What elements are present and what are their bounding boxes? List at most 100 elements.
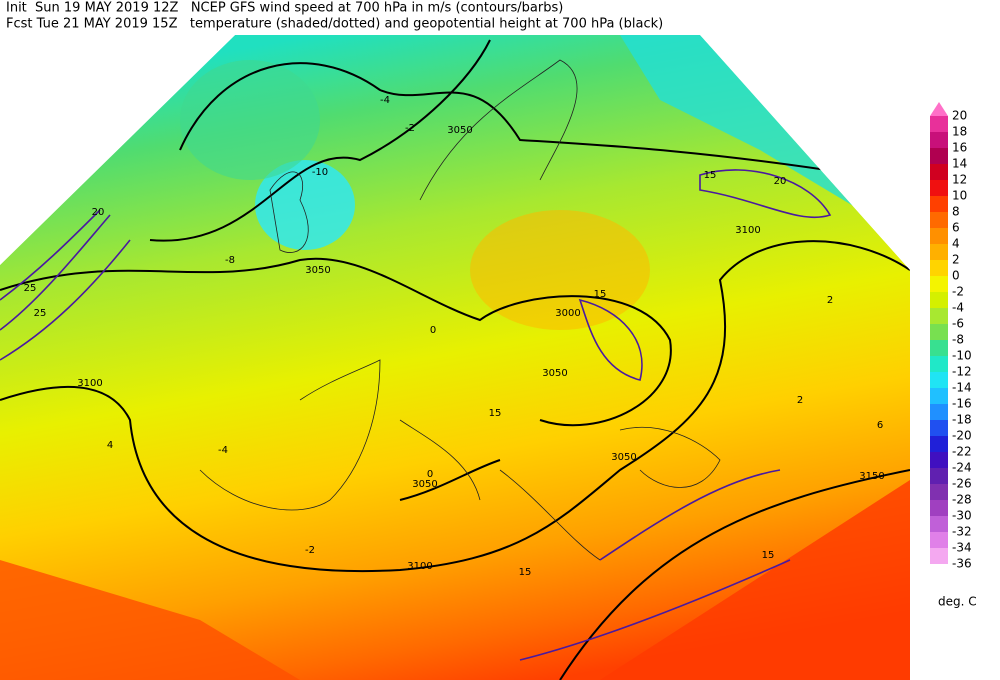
cold-region — [255, 160, 355, 250]
colorbar-label: 20 — [952, 109, 967, 123]
height-label: 3100 — [407, 561, 432, 572]
height-contours — [0, 39, 910, 680]
temperature-label: 0 — [430, 325, 436, 336]
temperature-label: 6 — [877, 420, 883, 431]
wind-label: 15 — [704, 170, 717, 181]
temperature-label: 0 — [427, 469, 433, 480]
colorbar-box — [930, 532, 948, 548]
colorbar-label: -8 — [952, 333, 964, 347]
colorbar-box — [930, 180, 948, 196]
colorbar-box — [930, 500, 948, 516]
wind-label: 25 — [24, 283, 37, 294]
colorbar-box — [930, 516, 948, 532]
colorbar-box — [930, 196, 948, 212]
colorbar-box — [930, 116, 948, 132]
colorbar-label: 4 — [952, 237, 960, 251]
coastlines — [199, 59, 721, 561]
colorbar-box — [930, 148, 948, 164]
colorbar-box — [930, 308, 948, 324]
colorbar-box — [930, 244, 948, 260]
colorbar-label: 14 — [952, 157, 967, 171]
colorbar-label: -16 — [952, 397, 972, 411]
colorbar-label: -30 — [952, 509, 972, 523]
colorbar-label: 12 — [952, 173, 967, 187]
temperature-label: -4 — [380, 95, 390, 106]
colorbar-box — [930, 212, 948, 228]
colorbar-label: -4 — [952, 301, 964, 315]
temperature-label: -2 — [305, 545, 315, 556]
warm-region — [600, 480, 910, 680]
colorbar-box — [930, 292, 948, 308]
colorbar-arrow — [930, 102, 948, 116]
colorbar-label: -28 — [952, 493, 972, 507]
wind-label: 15 — [762, 550, 775, 561]
colorbar-label: 16 — [952, 141, 967, 155]
colorbar-box — [930, 164, 948, 180]
colorbar-box — [930, 404, 948, 420]
wind-label: 15 — [489, 408, 502, 419]
warm-region — [470, 210, 650, 330]
colorbar-label: 8 — [952, 205, 960, 219]
wind-label: 15 — [519, 567, 532, 578]
colorbar-label: -18 — [952, 413, 972, 427]
colorbar-label: -14 — [952, 381, 972, 395]
wind-label: 20 — [92, 207, 105, 218]
colorbar-box — [930, 420, 948, 436]
height-label: 3100 — [77, 378, 102, 389]
colorbar-box — [930, 260, 948, 276]
colorbar-label: 0 — [952, 269, 960, 283]
height-label: 3050 — [447, 125, 472, 136]
colorbar-label: 10 — [952, 189, 967, 203]
height-label: 3050 — [305, 265, 330, 276]
colorbar-box — [930, 548, 948, 564]
colorbar-unit: deg. C — [938, 595, 977, 609]
colorbar-label: -32 — [952, 525, 972, 539]
colorbar-box — [930, 324, 948, 340]
colorbar-label: -34 — [952, 541, 972, 555]
height-label: 3100 — [735, 225, 760, 236]
colorbar: 20181614121086420-2-4-6-8-10-12-14-16-18… — [930, 102, 972, 571]
colorbar-box — [930, 468, 948, 484]
map — [0, 35, 910, 680]
temperature-field — [0, 35, 910, 680]
height-label: 3050 — [542, 368, 567, 379]
colorbar-box — [930, 452, 948, 468]
temperature-label: 2 — [827, 295, 833, 306]
colorbar-label: -26 — [952, 477, 972, 491]
colorbar-box — [930, 372, 948, 388]
colorbar-box — [930, 276, 948, 292]
colorbar-label: -24 — [952, 461, 972, 475]
colorbar-label: -20 — [952, 429, 972, 443]
height-label: 3050 — [412, 479, 437, 490]
colorbar-label: 6 — [952, 221, 960, 235]
temperature-label: -10 — [312, 167, 328, 178]
temperature-label: -4 — [218, 445, 228, 456]
colorbar-label: 18 — [952, 125, 967, 139]
wind-label: 15 — [594, 289, 607, 300]
cold-region — [180, 60, 320, 180]
colorbar-box — [930, 228, 948, 244]
colorbar-box — [930, 340, 948, 356]
temperature-label: 4 — [107, 440, 113, 451]
colorbar-box — [930, 388, 948, 404]
height-label: 3000 — [555, 308, 580, 319]
height-label: 3150 — [859, 471, 884, 482]
height-label: 3050 — [611, 452, 636, 463]
wind-label: 20 — [774, 176, 787, 187]
colorbar-box — [930, 356, 948, 372]
header-line: Init Sun 19 MAY 2019 12Z NCEP GFS wind s… — [6, 1, 563, 16]
temperature-label: -8 — [225, 255, 235, 266]
temperature-label: 2 — [797, 395, 803, 406]
colorbar-label: -10 — [952, 349, 972, 363]
colorbar-label: -2 — [952, 285, 964, 299]
temperature-label: -2 — [405, 123, 415, 134]
wind-label: 25 — [34, 308, 47, 319]
colorbar-label: 2 — [952, 253, 960, 267]
wind-contours — [0, 169, 832, 661]
colorbar-box — [930, 436, 948, 452]
warm-region — [0, 560, 300, 680]
colorbar-label: -6 — [952, 317, 964, 331]
header-line: Fcst Tue 21 MAY 2019 15Z temperature (sh… — [6, 17, 663, 32]
colorbar-label: -12 — [952, 365, 972, 379]
